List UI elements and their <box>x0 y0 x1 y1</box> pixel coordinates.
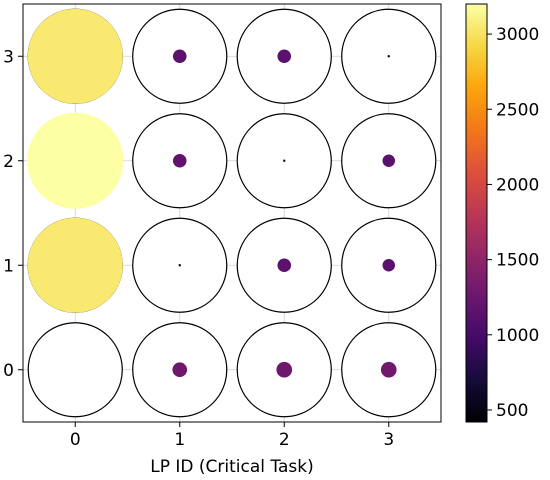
colorbar: 500 1000 1500 2000 2500 3000 <box>465 3 539 423</box>
data-point <box>387 55 390 58</box>
colorbar-tick-label: 500 <box>496 401 528 421</box>
colorbar-tick-label: 2000 <box>496 175 539 195</box>
x-axis-label: LP ID (Critical Task) <box>150 457 313 477</box>
x-tick-label: 0 <box>70 430 81 450</box>
x-tick-label: 2 <box>279 430 290 450</box>
data-point <box>27 8 123 104</box>
plot-frame <box>22 3 442 423</box>
y-tick-label: 1 <box>3 256 14 276</box>
y-tick-label: 3 <box>3 47 14 67</box>
data-point <box>172 362 188 378</box>
colorbar-tick-label: 3000 <box>496 25 539 45</box>
y-tick-label: 2 <box>3 152 14 172</box>
data-point <box>27 217 123 313</box>
x-tick-label: 3 <box>383 430 394 450</box>
data-point <box>276 361 293 378</box>
data-point <box>382 258 396 272</box>
data-point <box>382 154 396 168</box>
cell-outline-circle <box>27 322 123 418</box>
colorbar-gradient <box>465 3 488 423</box>
data-point <box>27 112 124 209</box>
data-point <box>277 258 292 273</box>
data-point <box>172 153 187 168</box>
y-tick-label: 0 <box>3 361 14 381</box>
colorbar-tick-label: 2500 <box>496 100 539 120</box>
x-tick-label: 1 <box>174 430 185 450</box>
data-point <box>178 264 181 267</box>
data-point <box>277 49 292 64</box>
colorbar-tick-label: 1000 <box>496 326 539 346</box>
data-point <box>283 159 286 162</box>
plot-area: 0 1 2 3 0 1 2 3 <box>3 3 442 450</box>
colorbar-tick-label: 1500 <box>496 251 539 271</box>
data-point <box>172 49 187 64</box>
data-point <box>380 361 397 378</box>
